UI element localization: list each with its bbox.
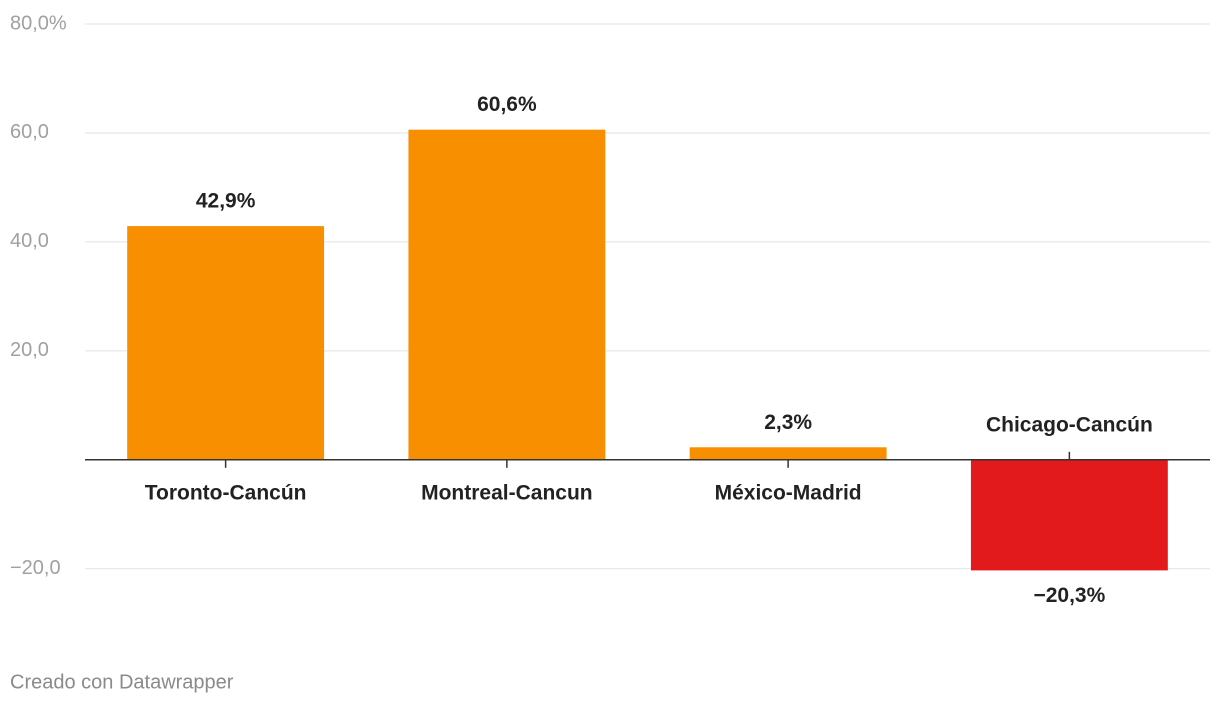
x-tick-label: México-Madrid [715,481,862,504]
value-label: −20,3% [1033,584,1105,607]
y-tick-label: 40,0 [10,230,49,252]
bar [127,226,325,460]
value-label: 42,9% [196,190,256,213]
value-label: 60,6% [477,93,537,116]
x-tick-label: Toronto-Cancún [145,481,307,504]
x-tick-label: Montreal-Cancun [421,481,593,504]
value-label: 2,3% [764,411,812,434]
y-tick-label: 80,0% [10,12,67,34]
y-tick-label: 60,0 [10,121,49,143]
y-tick-label: −20,0 [10,557,61,579]
bar [970,459,1168,571]
y-tick-label: 20,0 [10,339,49,361]
x-tick-label: Chicago-Cancún [986,413,1153,436]
footer: Creado con Datawrapper [10,671,234,693]
bar [689,447,887,460]
bar [408,129,606,460]
